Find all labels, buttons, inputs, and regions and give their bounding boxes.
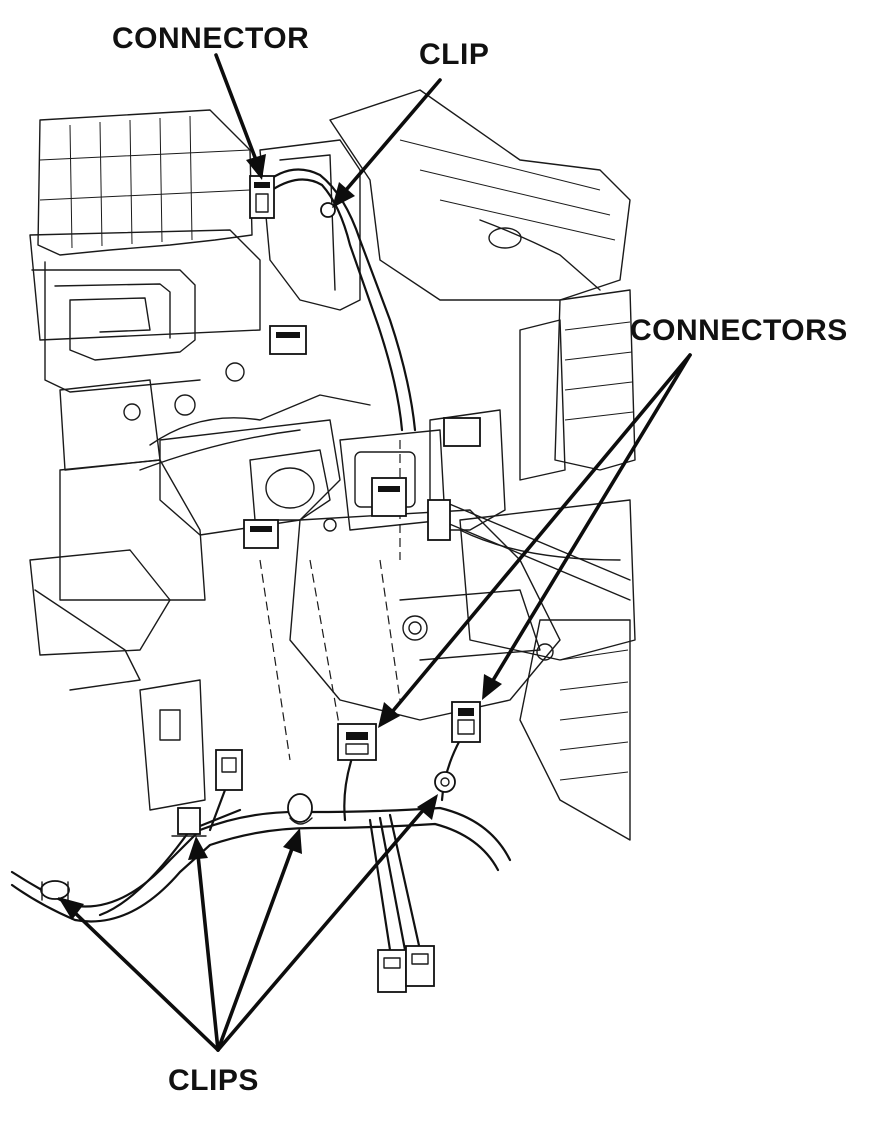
connectors-arrow-2: [490, 353, 692, 684]
bracket-connector: [371, 477, 451, 541]
lower-connector-2: [451, 701, 481, 743]
connector-arrow: [214, 53, 258, 162]
clips-arrow-2: [196, 853, 220, 1052]
clips-arrowhead-2: [188, 836, 208, 860]
clip-left: [40, 880, 70, 901]
connector-label: CONNECTOR: [112, 22, 310, 55]
clips-arrowhead-4: [417, 794, 438, 820]
clips: [40, 202, 456, 901]
clips-arrow-1: [70, 908, 220, 1052]
clip-top: [320, 202, 336, 218]
clips-arrowhead-3: [283, 828, 302, 854]
clips-arrow-4: [216, 806, 427, 1052]
connector-arrowhead: [246, 154, 266, 180]
clip-center: [287, 793, 313, 825]
connectors: [215, 175, 481, 993]
clip-right: [434, 771, 456, 793]
clip-arrow: [344, 78, 442, 192]
clips-arrow-3: [216, 844, 295, 1052]
connectors-arrowhead-1: [378, 702, 400, 728]
clips-arrowhead-1: [58, 897, 84, 920]
clip-mid-left: [171, 807, 207, 837]
connectors-arrow-1: [390, 353, 692, 714]
clip-label: CLIP: [419, 38, 490, 71]
wire-harness: [10, 168, 512, 952]
top-connector: [249, 175, 275, 219]
lower-connector-1: [337, 723, 377, 761]
upper-center-connector: [269, 325, 307, 355]
connectors-label: CONNECTORS: [630, 314, 848, 347]
lower-left-connector: [215, 749, 243, 791]
connectors-arrowhead-2: [482, 674, 502, 700]
bottom-connectors: [377, 945, 435, 993]
clip-arrowhead: [332, 182, 355, 208]
clips-label: CLIPS: [168, 1064, 259, 1097]
mid-connector: [243, 519, 279, 549]
dashboard-housing: [29, 89, 636, 841]
callout-arrows: [58, 53, 692, 1052]
